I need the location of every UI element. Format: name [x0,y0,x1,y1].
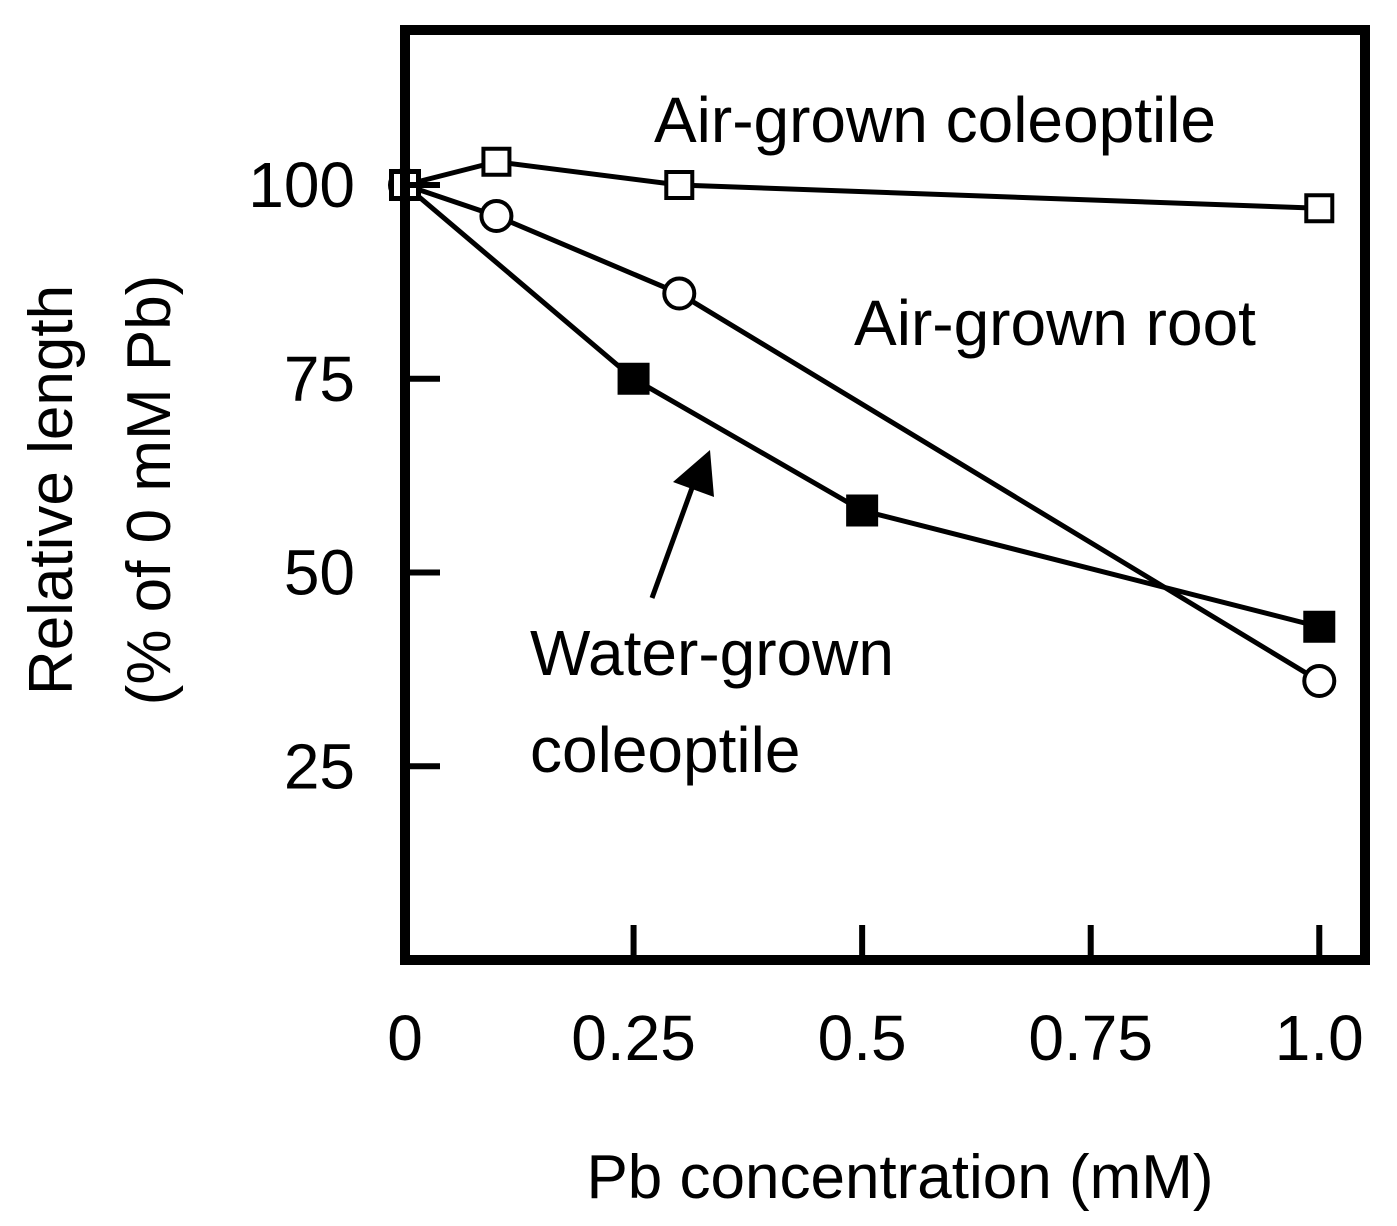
x-axis-label: Pb concentration (mM) [586,1143,1213,1212]
data-point [846,494,879,527]
data-point [617,362,650,395]
ticks-layer: 0 0.25 0.5 0.75 1.0 25 50 75 100 [248,149,1364,1074]
data-point [1303,610,1336,643]
data-point [479,199,514,233]
x-tick-label: 1.0 [1275,1002,1364,1074]
y-axis-label-line-1: Relative length [17,285,86,695]
y-tick-label: 50 [284,537,355,609]
series-label-water-grown-line-1: Water-grown [530,617,894,689]
annotation-arrow [649,450,714,599]
x-tick-label: 0 [387,1002,423,1074]
plot-frame [400,25,1370,965]
data-point [1304,193,1335,224]
series-layer [388,146,1337,698]
series-line [404,159,1320,211]
series-label-water-grown-line-2: coleoptile [530,714,800,786]
y-axis-label-line-2: (% of 0 mM Pb) [115,275,184,706]
x-tick-label: 0.5 [818,1002,907,1074]
x-tick-label: 0.25 [571,1002,696,1074]
data-point [481,146,512,177]
x-tick-label: 0.75 [1028,1002,1153,1074]
series-label-air-grown-root: Air-grown root [854,287,1256,359]
data-point [662,276,697,311]
y-tick-label: 75 [284,343,355,415]
series-label-air-grown-coleoptile: Air-grown coleoptile [654,84,1216,156]
data-point [664,170,695,200]
y-tick-label: 100 [248,149,355,221]
series-line [403,183,1320,630]
data-point [1302,664,1337,698]
series-line [404,182,1321,684]
y-tick-label: 25 [284,730,355,802]
